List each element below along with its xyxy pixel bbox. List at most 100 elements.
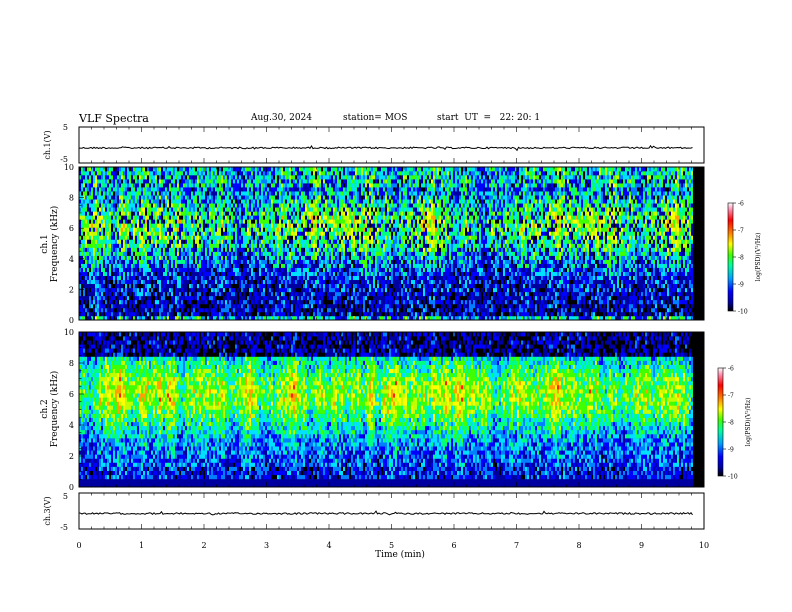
spectrogram-cell xyxy=(283,280,285,284)
spectrogram-cell xyxy=(257,288,259,292)
spectrogram-cell xyxy=(229,312,231,316)
spectrogram-cell xyxy=(161,292,163,296)
spectrogram-cell xyxy=(321,231,323,235)
spectrogram-cell xyxy=(271,252,273,256)
spectrogram-cell xyxy=(321,183,323,187)
spectrogram-cell xyxy=(293,179,295,183)
spectrogram-cell xyxy=(163,264,165,268)
spectrogram-cell xyxy=(243,260,245,264)
spectrogram-cell xyxy=(137,296,139,300)
spectrogram-cell xyxy=(331,272,333,276)
spectrogram-cell xyxy=(169,191,171,195)
spectrogram-cell xyxy=(219,167,221,171)
spectrogram-cell xyxy=(85,240,87,244)
spectrogram-cell xyxy=(257,304,259,308)
spectrogram-cell xyxy=(221,284,223,288)
spectrogram-cell xyxy=(193,223,195,227)
spectrogram-cell xyxy=(91,211,93,215)
spectrogram-cell xyxy=(209,312,211,316)
spectrogram-cell xyxy=(109,167,111,171)
spectrogram-cell xyxy=(159,235,161,239)
spectrogram-cell xyxy=(119,288,121,292)
spectrogram-cell xyxy=(185,296,187,300)
spectrogram-cell xyxy=(235,191,237,195)
spectrogram-cell xyxy=(207,264,209,268)
spectrogram-cell xyxy=(315,288,317,292)
spectrogram-cell xyxy=(123,179,125,183)
spectrogram-cell xyxy=(107,308,109,312)
spectrogram-cell xyxy=(171,264,173,268)
spectrogram-cell xyxy=(271,191,273,195)
spectrogram-cell xyxy=(179,195,181,199)
spectrogram-cell xyxy=(297,280,299,284)
spectrogram-cell xyxy=(157,191,159,195)
spectrogram-cell xyxy=(199,195,201,199)
spectrogram-cell xyxy=(307,272,309,276)
spectrogram-cell xyxy=(285,219,287,223)
spectrogram-cell xyxy=(237,288,239,292)
spectrogram-cell xyxy=(183,219,185,223)
spectrogram-cell xyxy=(113,211,115,215)
spectrogram-cell xyxy=(255,175,257,179)
spectrogram-cell xyxy=(83,300,85,304)
spectrogram-cell xyxy=(301,248,303,252)
spectrogram-cell xyxy=(323,187,325,191)
spectrogram-cell xyxy=(331,191,333,195)
spectrogram-cell xyxy=(105,312,107,316)
spectrogram-cell xyxy=(181,268,183,272)
spectrogram-cell xyxy=(313,195,315,199)
spectrogram-cell xyxy=(255,187,257,191)
spectrogram-cell xyxy=(217,244,219,248)
spectrogram-cell xyxy=(113,312,115,316)
spectrogram-cell xyxy=(121,312,123,316)
spectrogram-cell xyxy=(101,167,103,171)
spectrogram-cell xyxy=(99,183,101,187)
spectrogram-cell xyxy=(245,211,247,215)
spectrogram-cell xyxy=(169,227,171,231)
spectrogram-cell xyxy=(159,175,161,179)
spectrogram-cell xyxy=(213,227,215,231)
spectrogram-cell xyxy=(257,284,259,288)
spectrogram-cell xyxy=(109,312,111,316)
spectrogram-cell xyxy=(251,183,253,187)
spectrogram-cell xyxy=(283,227,285,231)
spectrogram-cell xyxy=(321,292,323,296)
spectrogram-cell xyxy=(321,207,323,211)
spectrogram-cell xyxy=(333,191,335,195)
spectrogram-cell xyxy=(255,252,257,256)
spectrogram-cell xyxy=(153,268,155,272)
spectrogram-cell xyxy=(221,227,223,231)
spectrogram-cell xyxy=(309,183,311,187)
spectrogram-cell xyxy=(95,231,97,235)
spectrogram-cell xyxy=(269,167,271,171)
spectrogram-cell xyxy=(191,195,193,199)
spectrogram-cell xyxy=(179,268,181,272)
spectrogram-cell xyxy=(105,304,107,308)
spectrogram-cell xyxy=(295,211,297,215)
spectrogram-cell xyxy=(273,191,275,195)
spectrogram-cell xyxy=(325,223,327,227)
spectrogram-cell xyxy=(155,312,157,316)
spectrogram-cell xyxy=(251,260,253,264)
spectrogram-cell xyxy=(333,203,335,207)
spectrogram-cell xyxy=(331,183,333,187)
spectrogram-cell xyxy=(183,288,185,292)
spectrogram-cell xyxy=(99,292,101,296)
spectrogram-cell xyxy=(87,203,89,207)
spectrogram-cell xyxy=(211,171,213,175)
spectrogram-cell xyxy=(327,264,329,268)
spectrogram-cell xyxy=(323,300,325,304)
spectrogram-cell xyxy=(313,304,315,308)
spectrogram-cell xyxy=(277,223,279,227)
spectrogram-cell xyxy=(303,171,305,175)
spectrogram-cell xyxy=(213,235,215,239)
spectrogram-cell xyxy=(217,175,219,179)
spectrogram-cell xyxy=(313,191,315,195)
spectrogram-cell xyxy=(333,304,335,308)
spectrogram-cell xyxy=(85,171,87,175)
spectrogram-cell xyxy=(215,215,217,219)
spectrogram-cell xyxy=(287,300,289,304)
spectrogram-cell xyxy=(279,300,281,304)
spectrogram-cell xyxy=(175,223,177,227)
spectrogram-cell xyxy=(295,244,297,248)
